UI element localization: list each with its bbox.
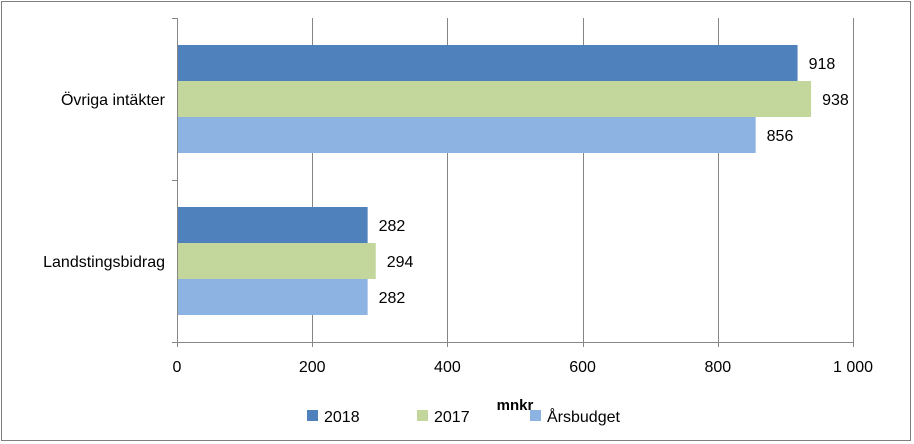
- bars: [177, 45, 812, 315]
- bar-0-0: [177, 45, 798, 81]
- legend-swatch-1: [417, 410, 428, 421]
- x-tick-label-3: 600: [569, 359, 596, 376]
- data-labels: 918 938 856 282 294 282: [379, 56, 849, 307]
- data-label-1-1: 294: [387, 254, 414, 271]
- bar-1-2: [177, 279, 368, 315]
- legend-swatch-0: [307, 410, 318, 421]
- bar-0-1: [177, 81, 812, 117]
- data-label-0-0: 918: [809, 56, 836, 73]
- bar-1-0: [177, 207, 368, 243]
- legend: 2018 2017 Årsbudget: [307, 407, 620, 426]
- legend-label-1: 2017: [434, 409, 470, 426]
- x-tick-label-0: 0: [173, 359, 182, 376]
- x-tick-label-5: 1 000: [833, 359, 873, 376]
- x-tick-label-2: 400: [434, 359, 461, 376]
- data-label-0-1: 938: [822, 92, 849, 109]
- bar-1-1: [177, 243, 376, 279]
- category-label-0: Övriga intäkter: [61, 91, 166, 109]
- data-label-1-2: 282: [379, 290, 406, 307]
- category-label-1: Landstingsbidrag: [43, 254, 165, 271]
- data-label-0-2: 856: [767, 128, 794, 145]
- legend-swatch-2: [530, 410, 541, 421]
- x-tick-label-1: 200: [299, 359, 326, 376]
- x-axis-title: mnkr: [497, 397, 534, 414]
- legend-label-2: Årsbudget: [547, 407, 620, 426]
- data-label-1-0: 282: [379, 218, 406, 235]
- legend-label-0: 2018: [324, 409, 360, 426]
- x-tick-label-4: 800: [704, 359, 731, 376]
- bar-0-2: [177, 117, 756, 153]
- axes: 0 200 400 600 800 1 000 Övriga intäkter Landsti…: [43, 18, 873, 376]
